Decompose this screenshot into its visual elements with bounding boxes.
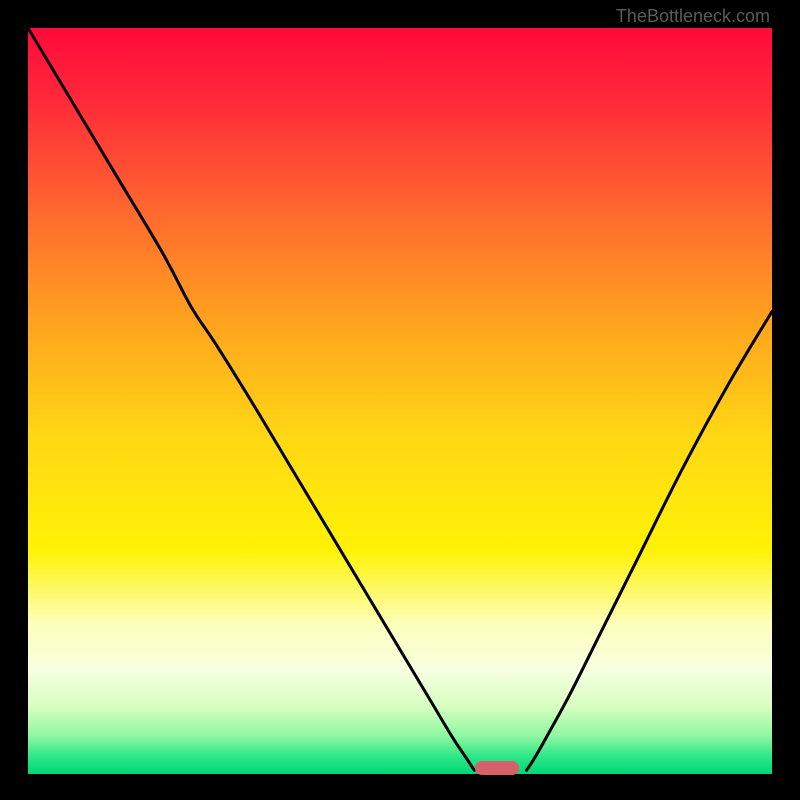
watermark-text: TheBottleneck.com <box>616 6 770 27</box>
bottleneck-curve <box>28 28 772 774</box>
chart-container: { "canvas": { "width": 800, "height": 80… <box>0 0 800 800</box>
optimal-range-marker <box>475 761 519 775</box>
plot-area <box>28 28 772 774</box>
